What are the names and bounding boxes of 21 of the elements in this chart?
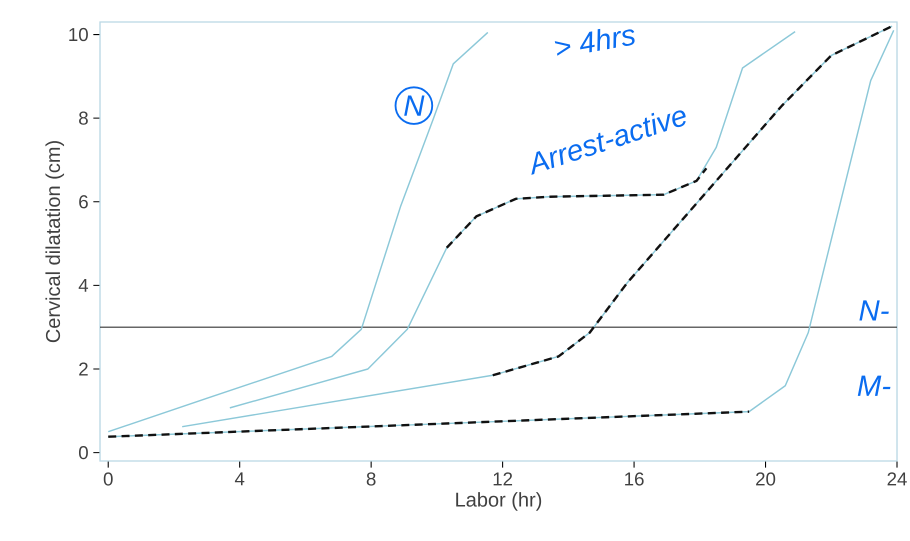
x-tick-label: 24 [888, 472, 907, 486]
y-tick-label: 0 [78, 446, 88, 460]
y-tick-label: 6 [79, 195, 88, 208]
x-tick-label: 4 [234, 472, 244, 486]
x-axis-title: Labor (hr) [456, 492, 542, 511]
y-tick-label: 10 [69, 28, 88, 42]
annotation: N- [859, 300, 889, 321]
y-tick-label: 4 [78, 278, 88, 292]
x-tick-label: 12 [494, 472, 512, 486]
x-tick-label: 16 [625, 472, 644, 486]
x-tick-label: 20 [756, 472, 776, 486]
y-tick-label: 8 [79, 112, 88, 125]
line-series [492, 24, 894, 376]
line-series [107, 32, 489, 432]
x-tick-label: 0 [104, 472, 113, 486]
annotation: M- [858, 376, 890, 396]
y-tick-label: 2 [79, 362, 88, 376]
x-tick-label: 8 [366, 472, 376, 486]
annotation: > 4hrs [554, 28, 635, 56]
annotation: N [404, 96, 424, 116]
y-axis-title: Cervical dilatation (cm) [45, 141, 64, 342]
